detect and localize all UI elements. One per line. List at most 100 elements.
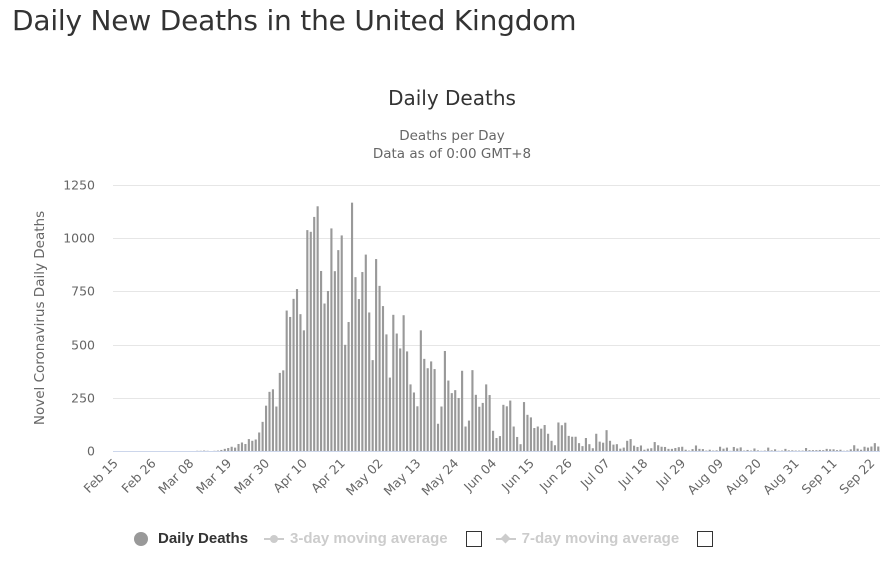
bar[interactable] xyxy=(464,426,467,451)
bar[interactable] xyxy=(564,422,567,451)
bar[interactable] xyxy=(794,450,797,452)
bar[interactable] xyxy=(350,202,354,451)
bar[interactable] xyxy=(873,443,876,451)
bar[interactable] xyxy=(216,450,219,452)
bar[interactable] xyxy=(289,316,292,451)
bar[interactable] xyxy=(846,450,849,452)
bar[interactable] xyxy=(657,445,660,451)
bar[interactable] xyxy=(722,448,725,451)
bar[interactable] xyxy=(399,348,402,451)
bar[interactable] xyxy=(299,314,302,451)
bar[interactable] xyxy=(749,450,753,452)
bar[interactable] xyxy=(313,216,316,451)
bar[interactable] xyxy=(763,450,766,452)
bar[interactable] xyxy=(543,425,546,451)
bar[interactable] xyxy=(571,436,574,451)
bar[interactable] xyxy=(595,433,598,451)
bar[interactable] xyxy=(804,448,808,451)
bar[interactable] xyxy=(815,450,818,451)
bar[interactable] xyxy=(767,447,770,451)
bar[interactable] xyxy=(732,446,735,451)
bar[interactable] xyxy=(694,445,698,451)
bar[interactable] xyxy=(626,440,629,451)
bar[interactable] xyxy=(681,446,684,451)
bar[interactable] xyxy=(612,444,615,451)
bar[interactable] xyxy=(364,254,367,451)
bar[interactable] xyxy=(825,448,828,451)
bar[interactable] xyxy=(739,447,742,451)
bar[interactable] xyxy=(567,435,570,451)
bar[interactable] xyxy=(251,440,254,451)
bar[interactable] xyxy=(471,370,474,451)
bar[interactable] xyxy=(670,448,673,451)
bar[interactable] xyxy=(388,377,391,451)
bar[interactable] xyxy=(550,440,553,451)
bar[interactable] xyxy=(798,450,801,452)
bar[interactable] xyxy=(584,438,587,451)
bar[interactable] xyxy=(347,322,350,451)
bar[interactable] xyxy=(698,448,701,451)
bar[interactable] xyxy=(433,369,436,451)
bar[interactable] xyxy=(371,360,374,451)
bar[interactable] xyxy=(344,344,347,451)
bar[interactable] xyxy=(591,448,594,451)
bar[interactable] xyxy=(519,444,522,451)
bar[interactable] xyxy=(863,446,866,451)
bar[interactable] xyxy=(337,250,340,451)
bar[interactable] xyxy=(223,448,226,451)
legend-item-daily-deaths[interactable]: Daily Deaths xyxy=(134,530,248,547)
bar[interactable] xyxy=(447,380,450,451)
bar[interactable] xyxy=(643,449,646,451)
bar[interactable] xyxy=(323,303,326,451)
bar[interactable] xyxy=(780,450,784,452)
bar[interactable] xyxy=(316,206,319,451)
bar[interactable] xyxy=(282,370,285,451)
bar[interactable] xyxy=(378,285,381,451)
bar[interactable] xyxy=(488,395,491,451)
bar[interactable] xyxy=(691,449,694,451)
bar[interactable] xyxy=(770,450,773,451)
bar[interactable] xyxy=(326,290,330,451)
bar[interactable] xyxy=(650,448,653,451)
bar[interactable] xyxy=(247,439,250,451)
bar[interactable] xyxy=(237,443,240,451)
bar[interactable] xyxy=(368,312,371,451)
bar[interactable] xyxy=(309,231,312,451)
bar[interactable] xyxy=(292,298,295,451)
bar[interactable] xyxy=(753,448,756,451)
bar[interactable] xyxy=(491,430,495,451)
bar[interactable] xyxy=(268,391,271,451)
bar[interactable] xyxy=(639,445,643,451)
bar[interactable] xyxy=(385,334,388,451)
bar[interactable] xyxy=(808,450,811,451)
bar[interactable] xyxy=(602,442,605,451)
bar[interactable] xyxy=(791,450,794,451)
bar[interactable] xyxy=(598,441,601,451)
bar[interactable] xyxy=(227,448,230,451)
bar[interactable] xyxy=(240,442,244,451)
bar[interactable] xyxy=(522,402,526,451)
bar[interactable] xyxy=(457,398,460,451)
bar[interactable] xyxy=(774,449,777,451)
bar[interactable] xyxy=(271,389,274,451)
bar[interactable] xyxy=(536,426,539,451)
legend-item-3day-average[interactable]: 3-day moving average xyxy=(264,530,448,547)
bar[interactable] xyxy=(629,439,632,451)
bar[interactable] xyxy=(533,428,536,451)
bar[interactable] xyxy=(244,443,247,451)
bar[interactable] xyxy=(615,444,618,451)
bar[interactable] xyxy=(660,446,663,451)
bar[interactable] xyxy=(574,436,577,451)
bar[interactable] xyxy=(818,449,821,451)
legend-item-7day-average[interactable]: 7-day moving average xyxy=(495,530,679,547)
bar[interactable] xyxy=(485,384,488,451)
bar[interactable] xyxy=(502,404,505,451)
bar[interactable] xyxy=(436,423,440,451)
bar[interactable] xyxy=(588,444,591,451)
bar[interactable] xyxy=(220,449,223,451)
bar[interactable] xyxy=(426,368,429,451)
bar[interactable] xyxy=(375,259,378,451)
bar[interactable] xyxy=(440,406,443,451)
bar[interactable] xyxy=(743,450,746,452)
bar[interactable] xyxy=(849,449,852,451)
